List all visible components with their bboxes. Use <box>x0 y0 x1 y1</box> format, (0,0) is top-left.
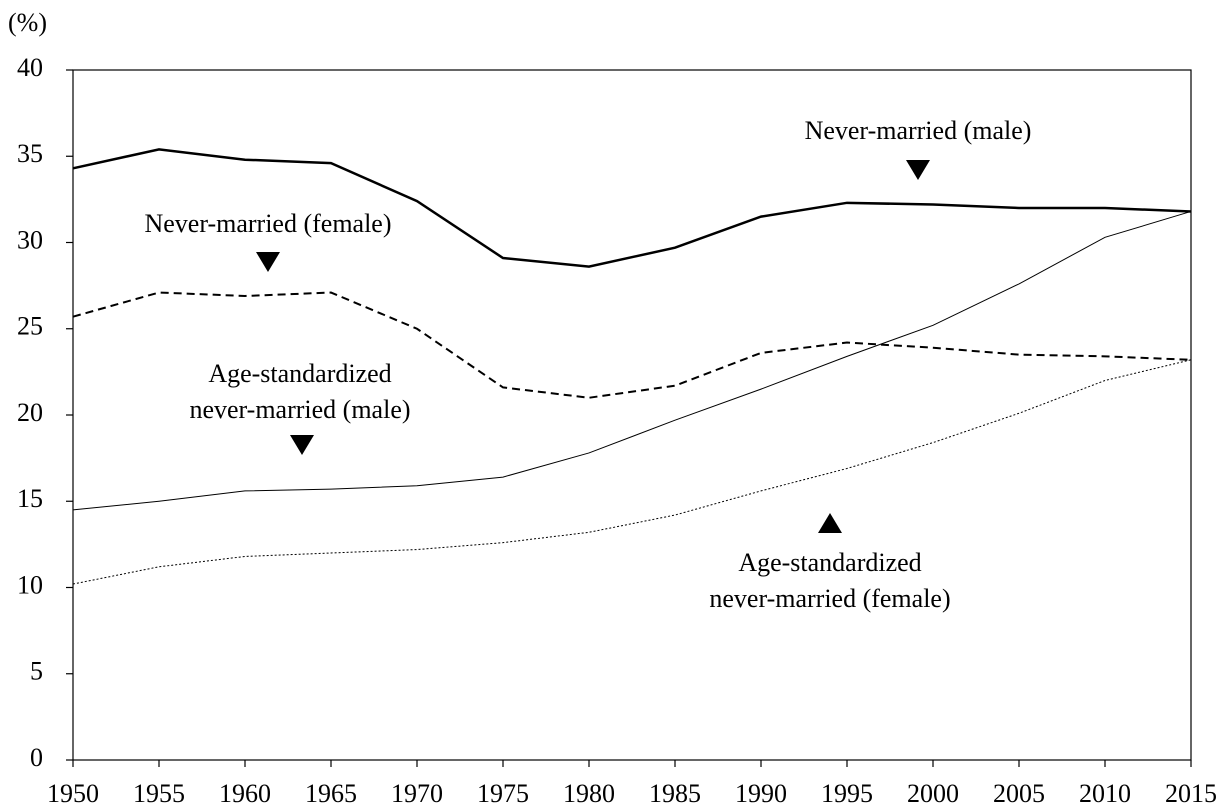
x-tick-label: 1985 <box>649 779 701 808</box>
x-tick-label: 1965 <box>305 779 357 808</box>
x-tick-label: 1990 <box>735 779 787 808</box>
x-tick-label: 1995 <box>821 779 873 808</box>
series-line <box>72 210 1192 511</box>
annotation-arrow <box>906 160 930 180</box>
y-tick-label: 15 <box>17 484 43 513</box>
y-tick-label: 10 <box>17 570 43 599</box>
x-tick-label: 2015 <box>1165 779 1217 808</box>
annotation: never-married (male) <box>189 395 410 424</box>
annotation-arrow <box>256 252 280 272</box>
y-tick-label: 35 <box>17 139 43 168</box>
x-tick-label: 1960 <box>219 779 271 808</box>
annotation: Never-married (female) <box>144 209 391 238</box>
y-tick-label: 30 <box>17 225 43 254</box>
annotation-arrow <box>818 513 842 533</box>
x-tick-label: 1980 <box>563 779 615 808</box>
x-tick-label: 1975 <box>477 779 529 808</box>
series-line <box>72 148 1192 268</box>
series-line <box>72 291 1192 399</box>
y-tick-label: 20 <box>17 398 43 427</box>
series-line <box>72 359 1192 585</box>
annotation: Age-standardized <box>208 359 391 388</box>
x-tick-label: 2000 <box>907 779 959 808</box>
y-tick-label: 40 <box>17 53 43 82</box>
y-tick-label: 5 <box>30 657 43 686</box>
x-tick-label: 1950 <box>47 779 99 808</box>
x-tick-label: 1955 <box>133 779 185 808</box>
y-axis-label: (%) <box>8 8 47 37</box>
y-tick-label: 25 <box>17 312 43 341</box>
annotation-arrow <box>290 435 314 455</box>
annotation: Never-married (male) <box>805 116 1032 145</box>
y-tick-label: 0 <box>30 743 43 772</box>
x-tick-label: 1970 <box>391 779 443 808</box>
x-tick-label: 2005 <box>993 779 1045 808</box>
x-tick-label: 2010 <box>1079 779 1131 808</box>
annotation: never-married (female) <box>709 584 950 613</box>
annotation: Age-standardized <box>738 548 921 577</box>
